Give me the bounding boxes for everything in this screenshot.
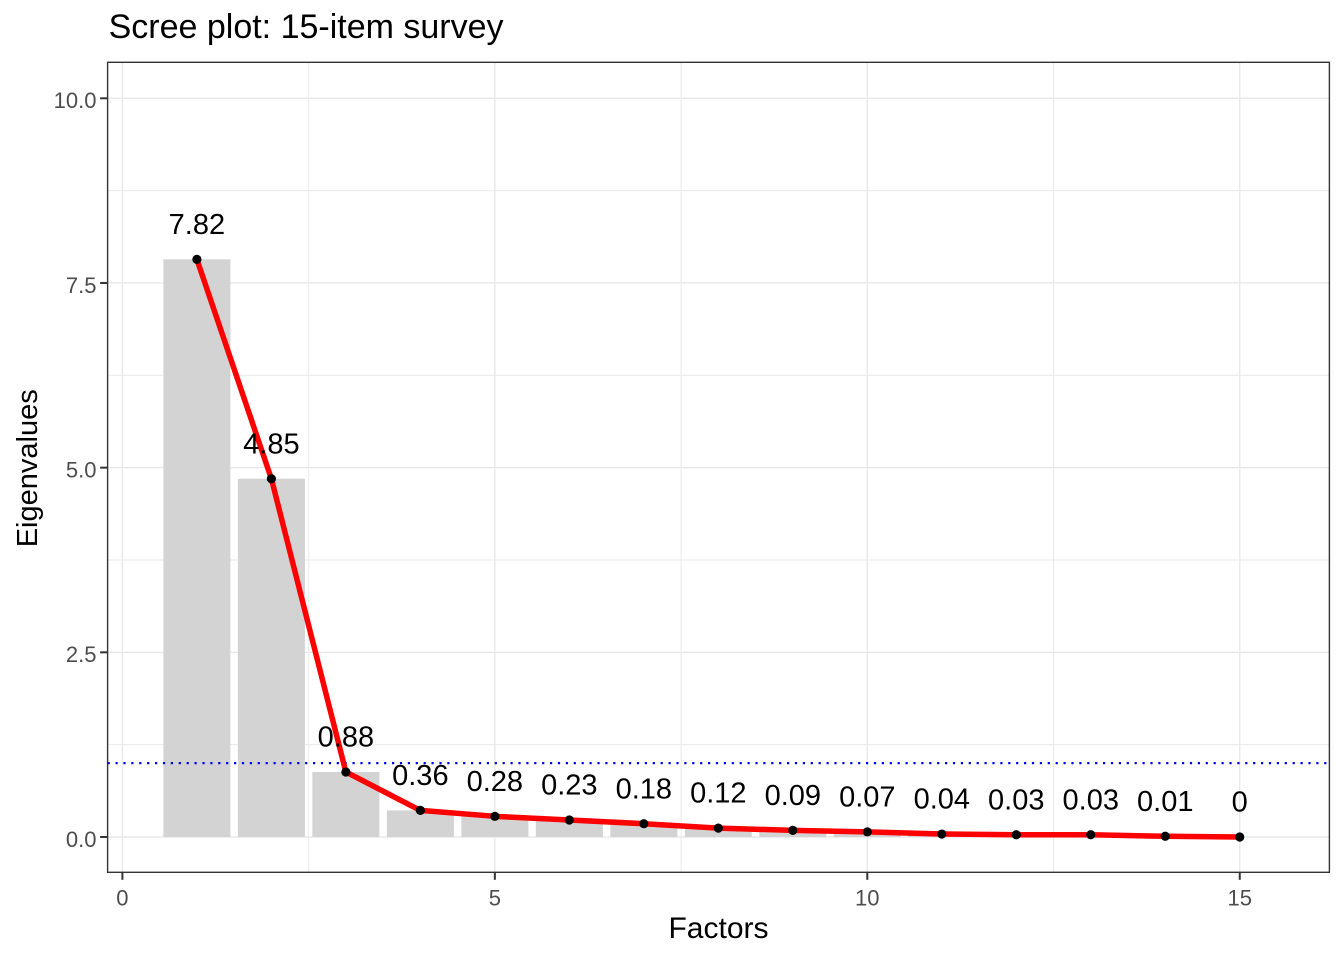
svg-text:Factors: Factors [668,912,768,945]
svg-text:0.09: 0.09 [765,780,821,812]
svg-text:0.18: 0.18 [616,773,672,805]
svg-text:2.5: 2.5 [66,642,97,667]
svg-text:0.0: 0.0 [66,827,97,852]
svg-text:5: 5 [489,886,501,911]
svg-text:0.12: 0.12 [690,778,746,810]
svg-text:0.04: 0.04 [914,784,970,816]
svg-text:7.82: 7.82 [169,209,225,241]
svg-text:0.28: 0.28 [467,766,523,798]
svg-text:15: 15 [1228,886,1252,911]
svg-text:Eigenvalues: Eigenvalues [12,389,44,547]
svg-text:0.03: 0.03 [988,784,1044,816]
svg-text:0.07: 0.07 [839,781,895,813]
svg-text:0.23: 0.23 [541,770,597,802]
svg-text:Scree plot: 15-item survey: Scree plot: 15-item survey [109,8,504,46]
svg-text:0.03: 0.03 [1063,784,1119,816]
svg-text:0.36: 0.36 [392,760,448,792]
svg-text:10: 10 [855,886,879,911]
svg-text:0: 0 [116,886,128,911]
svg-text:0.01: 0.01 [1137,786,1193,818]
svg-text:7.5: 7.5 [66,273,97,298]
svg-text:10.0: 10.0 [54,88,97,113]
svg-text:0: 0 [1232,787,1248,819]
svg-text:4.85: 4.85 [243,428,299,460]
svg-text:0.88: 0.88 [318,722,374,754]
svg-text:5.0: 5.0 [66,457,97,482]
